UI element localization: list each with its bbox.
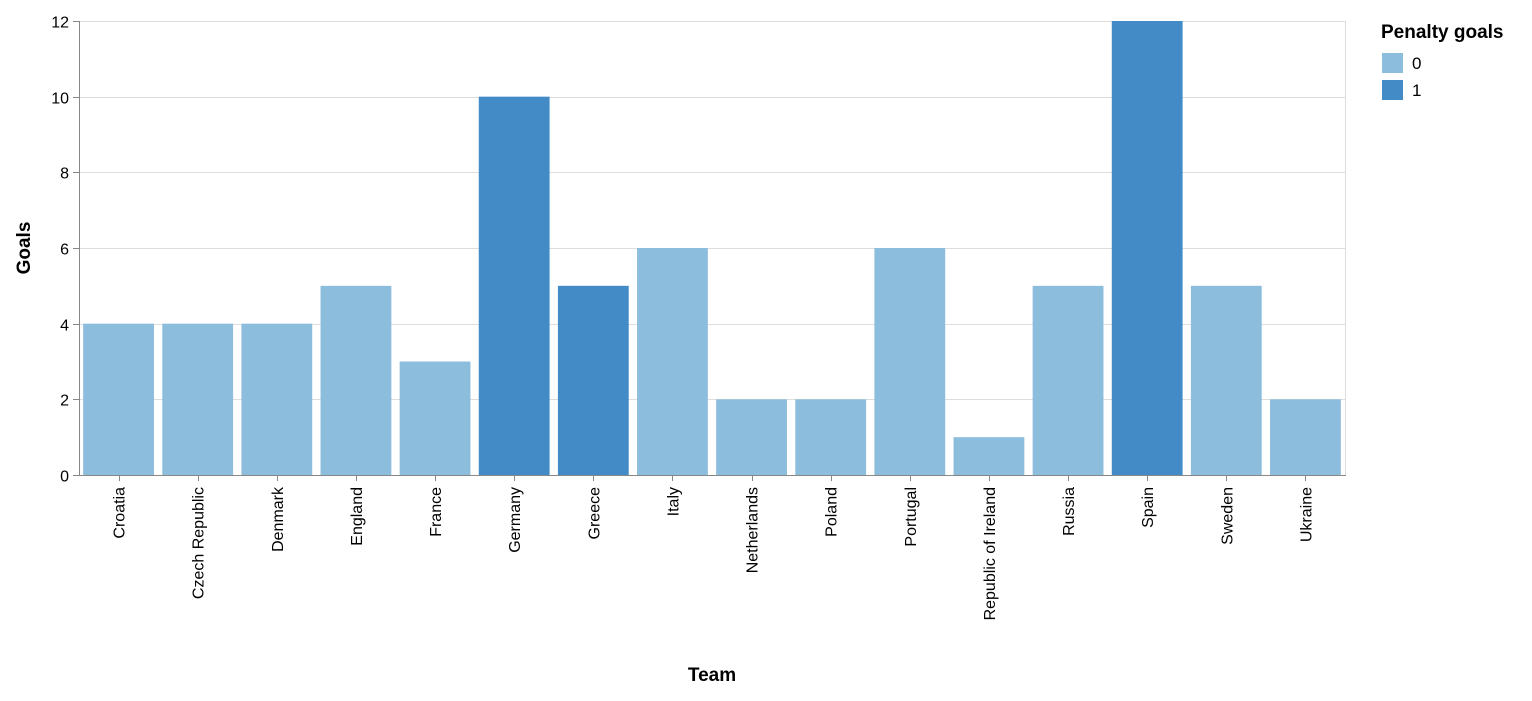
bar — [874, 248, 946, 475]
x-tick-label: Republic of Ireland — [982, 487, 999, 620]
x-tick-label: Ukraine — [1298, 487, 1315, 542]
x-tick-label: Portugal — [903, 487, 920, 547]
bar — [478, 96, 550, 476]
x-tick-label: Russia — [1061, 487, 1078, 536]
axes: 0 2 4 6 8 10 12 Croatia Czech Republic Denmark Eng… — [51, 15, 1346, 620]
bar — [795, 399, 867, 475]
y-tick-label: 0 — [60, 469, 69, 486]
bar — [162, 323, 234, 475]
bar — [399, 361, 471, 475]
legend-items: 01 — [1382, 53, 1421, 100]
bar — [953, 437, 1025, 475]
x-tick-label: England — [349, 487, 366, 546]
x-tick-label: Sweden — [1219, 487, 1236, 545]
y-tick-label: 2 — [60, 393, 69, 410]
y-tick-label: 10 — [51, 91, 69, 108]
x-tick-label: France — [428, 487, 445, 537]
legend-label: 0 — [1412, 54, 1421, 73]
x-axis-title: Team — [688, 665, 736, 686]
x-tick-label: Denmark — [270, 486, 287, 552]
legend: Penalty goals 01 — [1381, 22, 1504, 100]
bars — [83, 21, 1341, 476]
bar — [1270, 399, 1341, 475]
bar — [1032, 285, 1104, 475]
bar — [320, 285, 392, 475]
bar — [241, 323, 313, 475]
y-tick-label: 12 — [51, 15, 69, 32]
legend-swatch — [1382, 53, 1403, 73]
x-tick-label: Croatia — [112, 487, 129, 539]
legend-title: Penalty goals — [1381, 22, 1504, 43]
x-tick-label: Spain — [1140, 487, 1157, 528]
y-tick-label: 8 — [60, 166, 69, 183]
y-tick-label: 6 — [60, 242, 69, 259]
legend-label: 1 — [1412, 81, 1421, 100]
x-tick-label: Italy — [665, 487, 682, 516]
bar — [1111, 21, 1183, 475]
x-tick-label: Czech Republic — [191, 487, 208, 599]
y-tick-label: 4 — [60, 318, 69, 335]
bar — [637, 248, 708, 475]
x-tick-label: Greece — [586, 487, 603, 540]
legend-swatch — [1382, 80, 1403, 100]
x-tick-label: Germany — [507, 487, 524, 553]
bar — [716, 399, 787, 475]
bar — [83, 323, 154, 475]
y-axis-title: Goals — [14, 222, 35, 275]
bar — [557, 285, 629, 475]
bar — [1190, 285, 1262, 475]
x-tick-label: Netherlands — [745, 487, 762, 573]
x-tick-label: Poland — [824, 487, 841, 537]
